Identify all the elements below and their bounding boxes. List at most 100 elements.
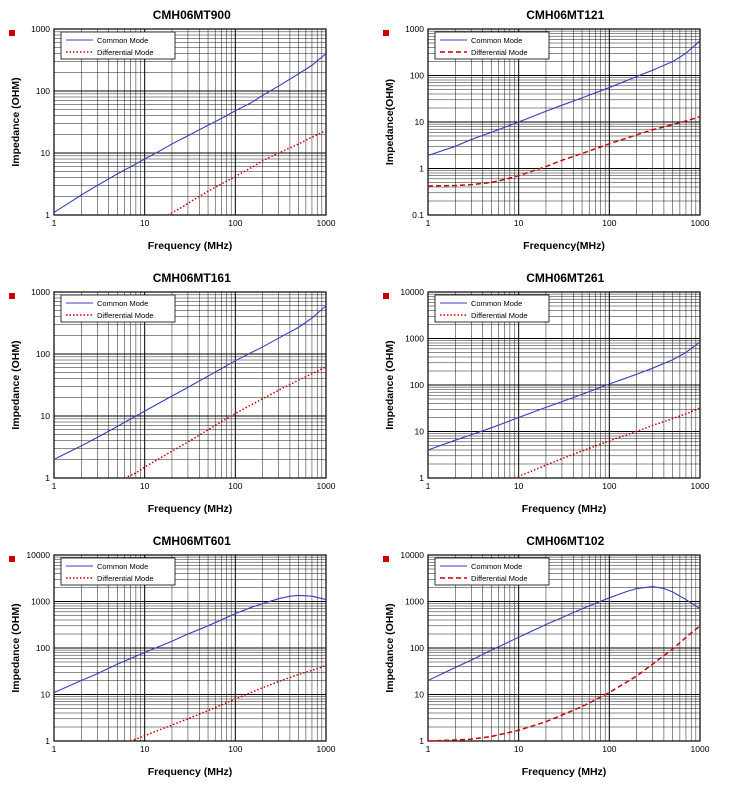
plot-border [426, 28, 701, 216]
chart-title: CMH06MT900 [152, 8, 231, 22]
x-tick-label: 1 [52, 744, 57, 754]
y-tick-label: 1000 [31, 24, 50, 34]
y-tick-label: 10000 [400, 550, 424, 560]
x-tick-label: 1000 [317, 744, 336, 754]
plot-border [53, 554, 327, 742]
red-marker [9, 556, 15, 562]
y-tick-label: 0.1 [412, 210, 424, 220]
series-differential-mode [427, 625, 700, 742]
y-tick-label: 100 [36, 349, 50, 359]
x-axis-label: Frequency (MHz) [148, 503, 233, 515]
x-axis-label: Frequency (MHz) [521, 766, 606, 778]
y-tick-label: 1 [45, 473, 50, 483]
grid [53, 555, 326, 742]
series-common-mode [53, 305, 327, 460]
y-tick-label: 1 [419, 736, 424, 746]
plot-border [53, 291, 327, 479]
chart-canvas: 1 10 100 1000 1 10 100 1000 10000 Frequency (MHz)… [9, 550, 336, 778]
y-tick-label: 10 [414, 690, 424, 700]
x-tick-label: 100 [228, 481, 242, 491]
legend: Common Mode Differential Mode [60, 557, 176, 586]
y-tick-label: 10 [41, 148, 51, 158]
series-differential-mode [427, 115, 700, 187]
series-differential-mode [513, 407, 700, 479]
y-axis-label: Impedance(OHM) [384, 79, 396, 165]
y-axis-label: Impedance (OHM) [384, 340, 396, 429]
y-tick-label: 1000 [31, 597, 50, 607]
y-tick-label: 100 [409, 380, 423, 390]
y-tick-label: 100 [409, 71, 423, 81]
x-tick-label: 10 [140, 744, 150, 754]
x-axis-label: Frequency (MHz) [148, 240, 233, 252]
series-common-mode [427, 40, 700, 157]
legend-label: Differential Mode [97, 48, 154, 57]
y-tick-label: 10000 [400, 287, 424, 297]
y-tick-label: 1000 [31, 287, 50, 297]
series-differential-mode [130, 664, 327, 742]
legend-label: Differential Mode [97, 311, 154, 320]
chart-canvas: 1 10 100 1000 1 10 100 1000 10000 Frequency (MHz)… [382, 287, 709, 515]
y-tick-label: 1000 [405, 597, 424, 607]
x-tick-label: 10 [513, 481, 523, 491]
x-tick-label: 1000 [317, 218, 336, 228]
chart-figure-cmh06mt900: CMH06MT900 1 10 100 1000 1 10 100 1000 Frequency… [8, 8, 346, 259]
x-tick-label: 10 [513, 218, 523, 228]
x-axis-label: Frequency (MHz) [521, 503, 606, 515]
chart-canvas: 1 10 100 1000 1 10 100 1000 10000 Frequency (MHz)… [382, 550, 709, 778]
y-axis-label: Impedance (OHM) [10, 603, 22, 692]
x-tick-label: 10 [140, 481, 150, 491]
y-tick-label: 10 [414, 427, 424, 437]
series-common-mode [427, 585, 700, 681]
y-axis-label: Impedance (OHM) [384, 603, 396, 692]
red-marker [382, 556, 389, 562]
x-tick-label: 1 [425, 744, 430, 754]
x-tick-label: 1 [425, 481, 430, 491]
plot-border [426, 291, 701, 479]
legend-label: Differential Mode [471, 48, 528, 57]
x-axis-label: Frequency (MHz) [148, 766, 233, 778]
grid [53, 292, 326, 479]
legend: Common Mode Differential Mode [434, 294, 549, 323]
y-tick-label: 100 [36, 86, 50, 96]
legend-label: Common Mode [97, 562, 148, 571]
legend: Common Mode Differential Mode [434, 31, 549, 60]
legend-label: Common Mode [471, 36, 522, 45]
legend: Common Mode Differential Mode [60, 31, 176, 60]
x-tick-label: 100 [228, 218, 242, 228]
legend: Common Mode Differential Mode [60, 294, 176, 323]
x-tick-label: 1 [52, 218, 57, 228]
legend-label: Common Mode [471, 299, 522, 308]
x-tick-label: 1000 [690, 481, 709, 491]
chart-canvas: 1 10 100 10000.11101001000Frequency(MHz)Imp… [382, 24, 709, 252]
series-differential-mode [124, 366, 327, 479]
chart-title: CMH06MT261 [526, 271, 605, 285]
chart-figure-cmh06mt261: CMH06MT261 1 10 100 1000 1 10 100 1000 10000 Freq… [382, 271, 720, 522]
x-tick-label: 10 [513, 744, 523, 754]
y-axis-label: Impedance (OHM) [10, 340, 22, 429]
x-tick-label: 100 [228, 744, 242, 754]
x-tick-label: 1000 [690, 744, 709, 754]
chart-title: CMH06MT121 [526, 8, 605, 22]
chart-canvas: 1 10 100 1000 1 10 100 1000 Frequency (MHz) Imped… [9, 24, 336, 252]
chart-figure-cmh06mt121: CMH06MT121 1 10 100 1000 0.1 1 10 100 1000 Freque… [382, 8, 720, 259]
chart-figure-cmh06mt161: CMH06MT161 1 10 100 1000 1 10 100 1000 Frequency… [8, 271, 346, 522]
y-tick-label: 1 [419, 164, 424, 174]
x-tick-label: 1000 [690, 218, 709, 228]
series-common-mode [53, 53, 327, 213]
y-tick-label: 100 [36, 643, 50, 653]
plot-border [426, 554, 701, 742]
y-axis-label: Impedance (OHM) [10, 77, 22, 166]
red-marker [9, 293, 15, 299]
y-tick-label: 10 [41, 690, 51, 700]
y-tick-label: 1 [45, 736, 50, 746]
legend-label: Differential Mode [471, 311, 528, 320]
x-tick-label: 10 [140, 218, 150, 228]
y-tick-label: 10 [414, 117, 424, 127]
red-marker [382, 30, 389, 36]
x-tick-label: 1000 [317, 481, 336, 491]
red-marker [9, 30, 15, 36]
legend-label: Common Mode [97, 36, 148, 45]
x-tick-label: 1 [52, 481, 57, 491]
legend-label: Common Mode [471, 562, 522, 571]
